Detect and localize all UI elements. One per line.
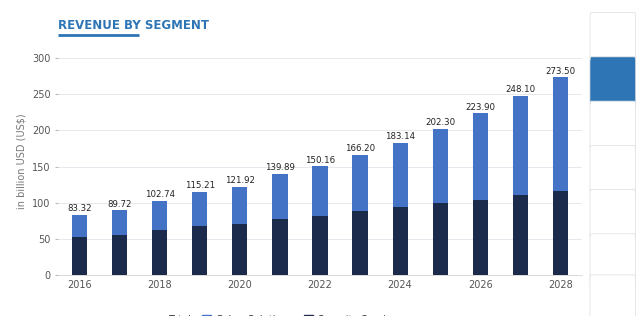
Text: 139.89: 139.89 [265, 163, 295, 173]
Text: 115.21: 115.21 [185, 181, 215, 190]
Bar [72, 215, 87, 237]
Bar [553, 191, 568, 275]
Text: 83.32: 83.32 [67, 204, 92, 213]
Bar [472, 200, 488, 275]
Text: 202.30: 202.30 [425, 118, 455, 127]
Bar [72, 237, 87, 275]
Bar [112, 235, 127, 275]
Text: 150.16: 150.16 [305, 156, 335, 165]
Bar [192, 226, 207, 275]
Bar [273, 174, 287, 219]
Bar [513, 195, 528, 275]
Bar [392, 207, 408, 275]
Bar [232, 224, 248, 275]
Text: 89.72: 89.72 [108, 200, 132, 209]
Legend: Total, Cyber Solutions, Security Services: Total, Cyber Solutions, Security Service… [151, 312, 405, 316]
FancyBboxPatch shape [590, 190, 636, 240]
FancyBboxPatch shape [590, 275, 636, 316]
Bar [433, 203, 448, 275]
Y-axis label: in billion USD (US$): in billion USD (US$) [17, 113, 26, 209]
Bar [312, 216, 328, 275]
FancyBboxPatch shape [590, 57, 636, 107]
Text: 273.50: 273.50 [545, 67, 575, 76]
Bar [152, 230, 168, 275]
Bar [112, 210, 127, 235]
FancyBboxPatch shape [590, 101, 636, 152]
Text: REVENUE BY SEGMENT: REVENUE BY SEGMENT [58, 19, 209, 32]
Text: 102.74: 102.74 [145, 190, 175, 199]
Text: 223.90: 223.90 [465, 103, 495, 112]
Bar [472, 113, 488, 200]
Bar [353, 155, 367, 211]
Bar [312, 167, 328, 216]
Bar [353, 211, 367, 275]
Bar [273, 219, 287, 275]
Bar [433, 129, 448, 203]
FancyBboxPatch shape [590, 145, 636, 196]
Text: 248.10: 248.10 [505, 85, 536, 94]
Text: 121.92: 121.92 [225, 176, 255, 185]
Bar [152, 201, 168, 230]
Text: 183.14: 183.14 [385, 132, 415, 141]
FancyBboxPatch shape [590, 13, 636, 63]
Text: 166.20: 166.20 [345, 144, 375, 154]
Bar [513, 96, 528, 195]
Bar [553, 77, 568, 191]
Bar [392, 143, 408, 207]
FancyBboxPatch shape [590, 234, 636, 284]
Bar [192, 192, 207, 226]
Bar [232, 187, 248, 224]
